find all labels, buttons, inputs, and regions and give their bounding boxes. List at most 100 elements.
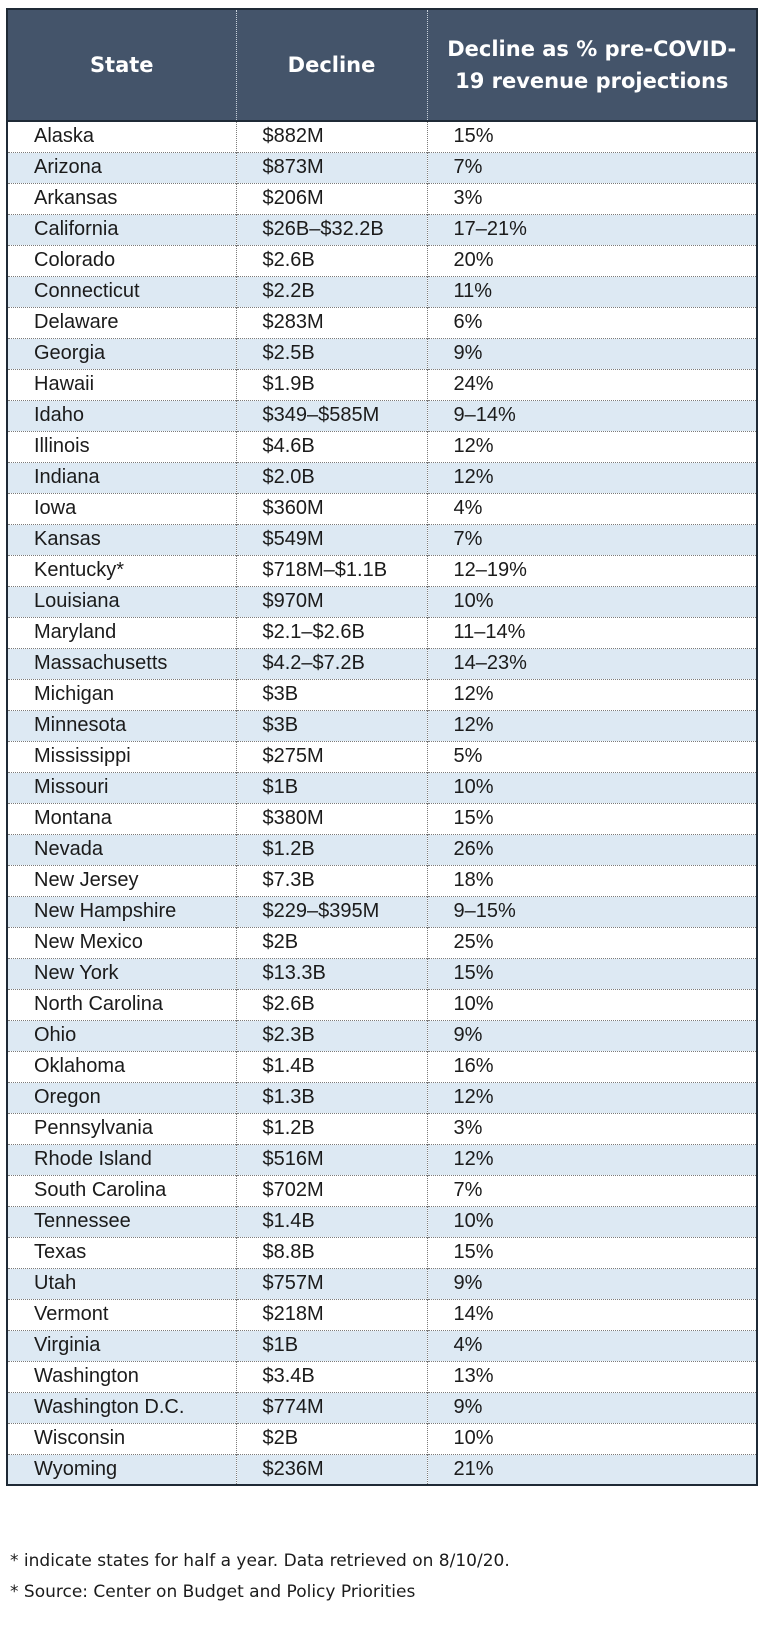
cell-state: Georgia bbox=[7, 337, 236, 369]
table-row: Illinois $4.6B 12% bbox=[7, 430, 757, 462]
cell-decline-percent: 10% bbox=[426, 585, 757, 617]
cell-decline: $1.9B bbox=[235, 368, 427, 400]
cell-decline: $2.6B bbox=[235, 988, 427, 1020]
table-row: Mississippi $275M 5% bbox=[7, 740, 757, 772]
cell-state: Hawaii bbox=[7, 368, 236, 400]
cell-decline: $516M bbox=[235, 1143, 427, 1175]
cell-decline: $718M–$1.1B bbox=[235, 554, 427, 586]
table-row: Iowa $360M 4% bbox=[7, 492, 757, 524]
table-row: Connecticut $2.2B 11% bbox=[7, 275, 757, 307]
cell-decline: $26B–$32.2B bbox=[235, 213, 427, 245]
cell-decline: $1B bbox=[235, 771, 427, 803]
table-row: Missouri $1B 10% bbox=[7, 771, 757, 803]
cell-decline: $2.5B bbox=[235, 337, 427, 369]
cell-decline: $349–$585M bbox=[235, 399, 427, 431]
cell-state: Oklahoma bbox=[7, 1050, 236, 1082]
table-row: Oklahoma $1.4B 16% bbox=[7, 1050, 757, 1082]
revenue-decline-table: State Decline Decline as % pre-COVID-19 … bbox=[6, 8, 758, 1486]
footnote-source: * Source: Center on Budget and Policy Pr… bbox=[10, 1582, 416, 1602]
cell-decline-percent: 9% bbox=[426, 1391, 757, 1423]
cell-decline: $774M bbox=[235, 1391, 427, 1423]
cell-state: Virginia bbox=[7, 1329, 236, 1361]
cell-decline-percent: 12% bbox=[426, 1143, 757, 1175]
cell-decline-percent: 12–19% bbox=[426, 554, 757, 586]
cell-decline: $13.3B bbox=[235, 957, 427, 989]
table-row: Washington D.C. $774M 9% bbox=[7, 1391, 757, 1423]
table-row: New Hampshire $229–$395M 9–15% bbox=[7, 895, 757, 927]
cell-decline: $380M bbox=[235, 802, 427, 834]
header-decline: Decline bbox=[235, 9, 427, 122]
cell-decline-percent: 15% bbox=[426, 802, 757, 834]
cell-state: New Mexico bbox=[7, 926, 236, 958]
cell-state: Pennsylvania bbox=[7, 1112, 236, 1144]
cell-state: Vermont bbox=[7, 1298, 236, 1330]
table-row: Wyoming $236M 21% bbox=[7, 1453, 757, 1485]
cell-state: Arkansas bbox=[7, 182, 236, 214]
cell-state: Mississippi bbox=[7, 740, 236, 772]
cell-decline: $1B bbox=[235, 1329, 427, 1361]
cell-state: Indiana bbox=[7, 461, 236, 493]
cell-state: North Carolina bbox=[7, 988, 236, 1020]
cell-decline: $882M bbox=[235, 121, 427, 152]
table-row: Texas $8.8B 15% bbox=[7, 1236, 757, 1268]
table-row: Oregon $1.3B 12% bbox=[7, 1081, 757, 1113]
cell-state: Massachusetts bbox=[7, 647, 236, 679]
cell-decline-percent: 7% bbox=[426, 1174, 757, 1206]
cell-decline: $1.2B bbox=[235, 833, 427, 865]
table-row: Ohio $2.3B 9% bbox=[7, 1019, 757, 1051]
cell-decline-percent: 16% bbox=[426, 1050, 757, 1082]
cell-decline-percent: 10% bbox=[426, 1205, 757, 1237]
table-row: Washington $3.4B 13% bbox=[7, 1360, 757, 1392]
cell-decline-percent: 24% bbox=[426, 368, 757, 400]
cell-decline-percent: 17–21% bbox=[426, 213, 757, 245]
cell-decline: $2.6B bbox=[235, 244, 427, 276]
table-row: Maryland $2.1–$2.6B 11–14% bbox=[7, 616, 757, 648]
cell-decline: $206M bbox=[235, 182, 427, 214]
cell-decline: $549M bbox=[235, 523, 427, 555]
table-row: New Jersey $7.3B 18% bbox=[7, 864, 757, 896]
cell-decline: $2B bbox=[235, 926, 427, 958]
table-row: Alaska $882M 15% bbox=[7, 121, 757, 152]
cell-decline-percent: 14% bbox=[426, 1298, 757, 1330]
cell-state: Connecticut bbox=[7, 275, 236, 307]
cell-decline-percent: 4% bbox=[426, 492, 757, 524]
table-row: South Carolina $702M 7% bbox=[7, 1174, 757, 1206]
cell-decline-percent: 9–14% bbox=[426, 399, 757, 431]
cell-decline-percent: 12% bbox=[426, 461, 757, 493]
cell-decline: $3.4B bbox=[235, 1360, 427, 1392]
cell-decline-percent: 15% bbox=[426, 1236, 757, 1268]
cell-decline-percent: 14–23% bbox=[426, 647, 757, 679]
cell-decline: $970M bbox=[235, 585, 427, 617]
cell-state: Illinois bbox=[7, 430, 236, 462]
cell-decline: $2B bbox=[235, 1422, 427, 1454]
footnote-half-year: * indicate states for half a year. Data … bbox=[10, 1551, 510, 1571]
cell-decline: $4.6B bbox=[235, 430, 427, 462]
table-row: Virginia $1B 4% bbox=[7, 1329, 757, 1361]
table-row: Massachusetts $4.2–$7.2B 14–23% bbox=[7, 647, 757, 679]
cell-decline: $4.2–$7.2B bbox=[235, 647, 427, 679]
cell-state: California bbox=[7, 213, 236, 245]
cell-decline: $218M bbox=[235, 1298, 427, 1330]
header-decline-percent: Decline as % pre-COVID-19 revenue projec… bbox=[426, 9, 757, 122]
cell-decline: $1.4B bbox=[235, 1205, 427, 1237]
cell-decline: $3B bbox=[235, 709, 427, 741]
cell-decline-percent: 12% bbox=[426, 430, 757, 462]
cell-state: Maryland bbox=[7, 616, 236, 648]
cell-decline-percent: 26% bbox=[426, 833, 757, 865]
cell-state: Utah bbox=[7, 1267, 236, 1299]
table-row: Kansas $549M 7% bbox=[7, 523, 757, 555]
table-header: State Decline Decline as % pre-COVID-19 … bbox=[7, 9, 757, 122]
table-row: Tennessee $1.4B 10% bbox=[7, 1205, 757, 1237]
cell-state: Colorado bbox=[7, 244, 236, 276]
table-row: Idaho $349–$585M 9–14% bbox=[7, 399, 757, 431]
cell-decline-percent: 15% bbox=[426, 121, 757, 152]
cell-decline-percent: 12% bbox=[426, 709, 757, 741]
cell-decline-percent: 4% bbox=[426, 1329, 757, 1361]
cell-decline-percent: 6% bbox=[426, 306, 757, 338]
table-row: New York $13.3B 15% bbox=[7, 957, 757, 989]
table-row: Vermont $218M 14% bbox=[7, 1298, 757, 1330]
cell-decline: $236M bbox=[235, 1453, 427, 1485]
cell-state: Missouri bbox=[7, 771, 236, 803]
cell-decline-percent: 25% bbox=[426, 926, 757, 958]
cell-decline-percent: 18% bbox=[426, 864, 757, 896]
